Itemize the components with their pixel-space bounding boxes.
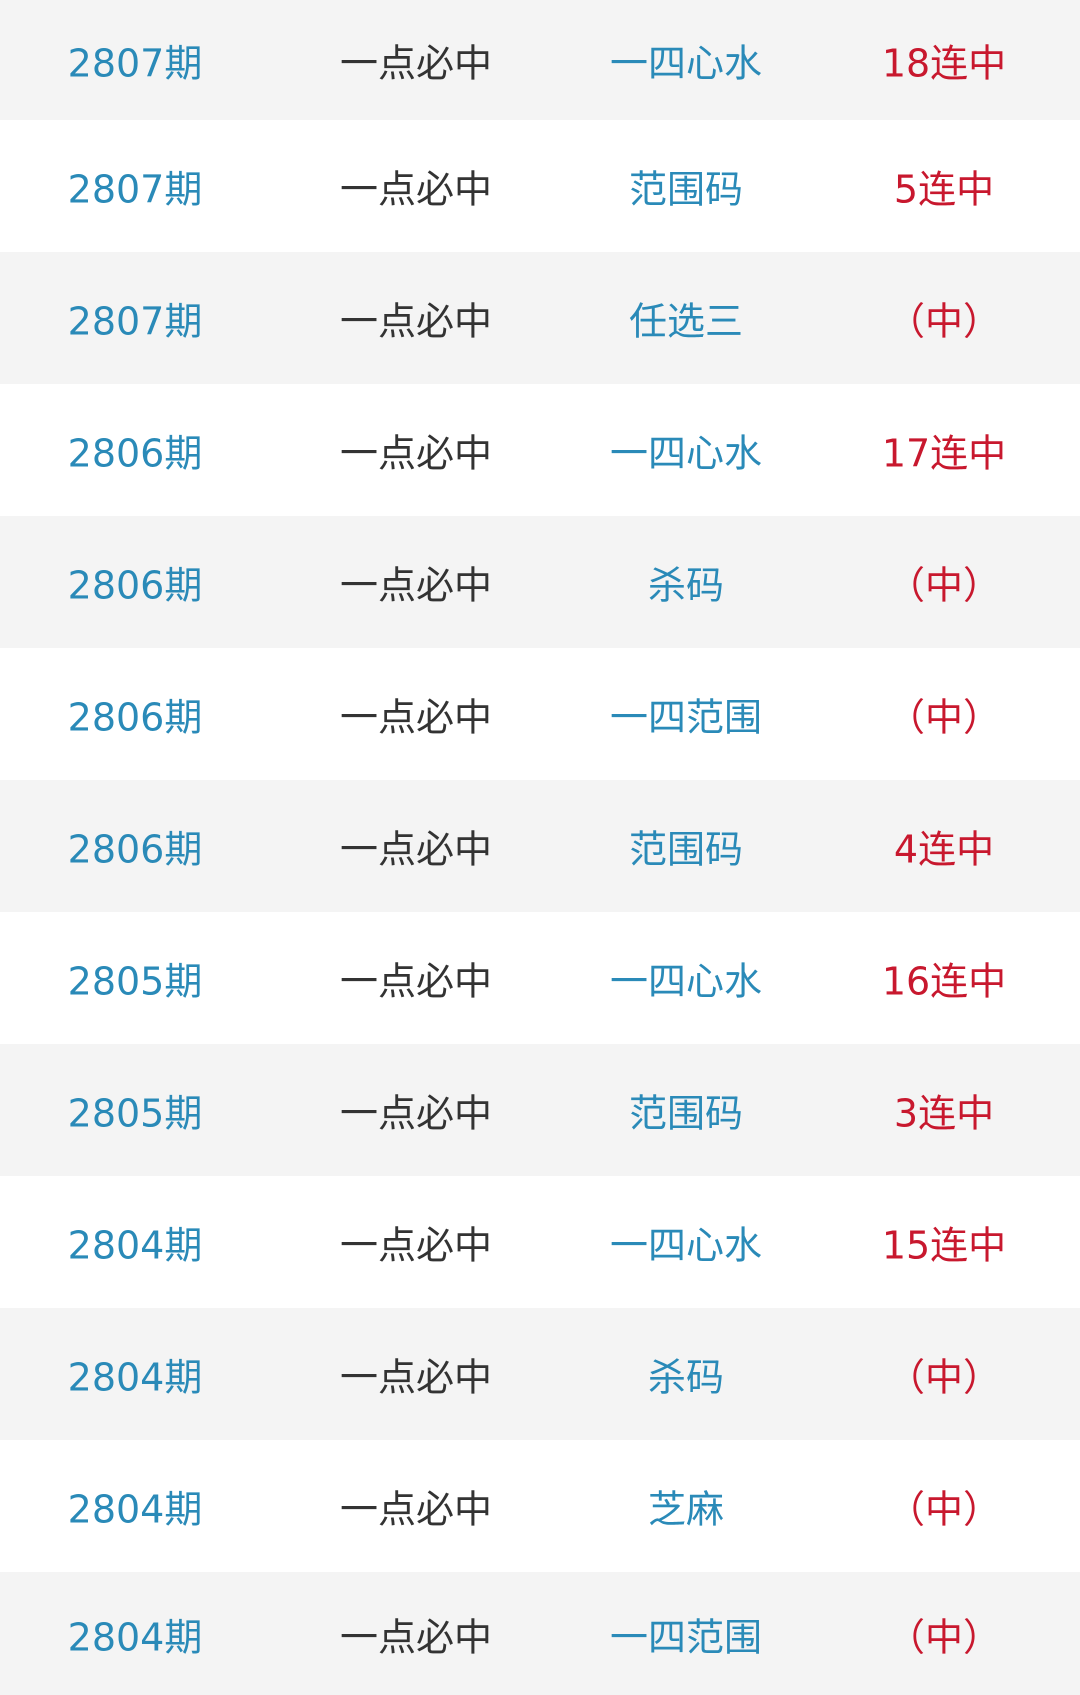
table-row: 2804期 一点必中 一四范围 （中） [0, 1572, 1080, 1695]
category-cell: 一点必中 [339, 1355, 493, 1400]
type-cell: 一四范围 [609, 695, 763, 740]
category-cell: 一点必中 [339, 1223, 493, 1268]
type-cell: 杀码 [647, 1355, 725, 1400]
category-cell: 一点必中 [339, 431, 493, 476]
category-cell: 一点必中 [339, 827, 493, 872]
period-cell: 2806期 [67, 695, 203, 740]
type-cell: 杀码 [647, 563, 725, 608]
type-cell: 范围码 [628, 1091, 744, 1136]
result-cell: （中） [886, 299, 1002, 344]
period-cell: 2806期 [67, 431, 203, 476]
table-row: 2804期 一点必中 杀码 （中） [0, 1308, 1080, 1440]
type-cell: 任选三 [628, 299, 744, 344]
period-cell: 2807期 [67, 167, 203, 212]
period-cell: 2804期 [67, 1355, 203, 1400]
period-cell: 2807期 [67, 41, 203, 86]
table-row: 2807期 一点必中 一四心水 18连中 [0, 0, 1080, 120]
type-cell: 范围码 [628, 827, 744, 872]
type-cell: 一四心水 [609, 959, 763, 1004]
period-cell: 2805期 [67, 1091, 203, 1136]
type-cell: 芝麻 [647, 1487, 725, 1532]
category-cell: 一点必中 [339, 1487, 493, 1532]
result-cell: 18连中 [881, 41, 1007, 86]
category-cell: 一点必中 [339, 563, 493, 608]
period-cell: 2804期 [67, 1223, 203, 1268]
category-cell: 一点必中 [339, 1091, 493, 1136]
category-cell: 一点必中 [339, 41, 493, 86]
result-cell: 15连中 [881, 1223, 1007, 1268]
table-row: 2805期 一点必中 一四心水 16连中 [0, 912, 1080, 1044]
category-cell: 一点必中 [339, 299, 493, 344]
result-cell: （中） [886, 1615, 1002, 1659]
table-row: 2807期 一点必中 任选三 （中） [0, 252, 1080, 384]
result-cell: 5连中 [893, 167, 995, 212]
table-row: 2804期 一点必中 一四心水 15连中 [0, 1176, 1080, 1308]
type-cell: 范围码 [628, 167, 744, 212]
category-cell: 一点必中 [339, 695, 493, 740]
result-cell: 17连中 [881, 431, 1007, 476]
result-cell: 4连中 [893, 827, 995, 872]
type-cell: 一四心水 [609, 431, 763, 476]
category-cell: 一点必中 [339, 959, 493, 1004]
result-cell: 3连中 [893, 1091, 995, 1136]
type-cell: 一四心水 [609, 1223, 763, 1268]
type-cell: 一四心水 [609, 41, 763, 86]
period-cell: 2806期 [67, 563, 203, 608]
table-row: 2806期 一点必中 一四心水 17连中 [0, 384, 1080, 516]
result-cell: （中） [886, 1487, 1002, 1532]
type-cell: 一四范围 [609, 1615, 763, 1659]
period-cell: 2805期 [67, 959, 203, 1004]
period-cell: 2806期 [67, 827, 203, 872]
table-row: 2804期 一点必中 芝麻 （中） [0, 1440, 1080, 1572]
period-cell: 2807期 [67, 299, 203, 344]
period-cell: 2804期 [67, 1615, 203, 1659]
result-cell: （中） [886, 695, 1002, 740]
category-cell: 一点必中 [339, 167, 493, 212]
result-cell: （中） [886, 1355, 1002, 1400]
result-cell: （中） [886, 563, 1002, 608]
table-row: 2806期 一点必中 一四范围 （中） [0, 648, 1080, 780]
table-row: 2806期 一点必中 杀码 （中） [0, 516, 1080, 648]
table-row: 2807期 一点必中 范围码 5连中 [0, 120, 1080, 252]
category-cell: 一点必中 [339, 1615, 493, 1659]
table-row: 2806期 一点必中 范围码 4连中 [0, 780, 1080, 912]
table-row: 2805期 一点必中 范围码 3连中 [0, 1044, 1080, 1176]
period-cell: 2804期 [67, 1487, 203, 1532]
result-cell: 16连中 [881, 959, 1007, 1004]
